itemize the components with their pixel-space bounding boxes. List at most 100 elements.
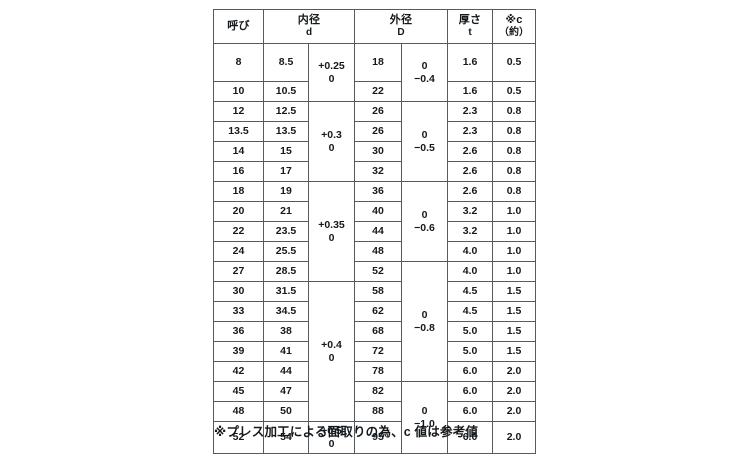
- cell-thickness: 1.6: [447, 81, 493, 102]
- table-row: 45 47 82 0 −1.0 6.0 2.0: [213, 381, 536, 454]
- cell-chamfer: 0.8: [492, 181, 536, 202]
- cell-outer-diameter: 58: [354, 281, 402, 302]
- table-row: 33 34.5 62 4.5 1.5: [213, 301, 536, 322]
- tolerance-upper: +0.35: [318, 219, 345, 232]
- tolerance-lower: 0: [328, 231, 335, 244]
- cell-outer-diameter-tolerance: 0 −0.4: [401, 43, 448, 102]
- header-thickness-sub: t: [468, 27, 472, 39]
- cell-chamfer: 0.8: [492, 161, 536, 182]
- cell-nominal-size: 16: [213, 161, 264, 182]
- header-inner-diameter: 内径 d: [263, 9, 355, 44]
- cell-nominal-size: 10: [213, 81, 264, 102]
- tolerance-lower: 0: [328, 141, 335, 154]
- cell-thickness: 4.0: [447, 261, 493, 282]
- header-outer-diameter-main: 外径: [389, 14, 413, 27]
- header-outer-diameter: 外径 D: [354, 9, 448, 44]
- cell-nominal-size: 48: [213, 401, 264, 422]
- table-row: 20 21 40 3.2 1.0: [213, 201, 536, 222]
- cell-inner-diameter: 31.5: [263, 281, 309, 302]
- cell-chamfer: 1.0: [492, 221, 536, 242]
- cell-inner-diameter-tolerance: +0.4 0: [308, 281, 355, 422]
- cell-inner-diameter: 19: [263, 181, 309, 202]
- cell-outer-diameter: 18: [354, 43, 402, 82]
- cell-outer-diameter: 40: [354, 201, 402, 222]
- cell-outer-diameter: 36: [354, 181, 402, 202]
- cell-nominal-size: 14: [213, 141, 264, 162]
- header-nominal-main: 呼び: [227, 20, 250, 33]
- cell-nominal-size: 20: [213, 201, 264, 222]
- table-row: 39 41 72 5.0 1.5: [213, 341, 536, 362]
- cell-outer-diameter-tolerance: 0 −0.5: [401, 101, 448, 182]
- cell-inner-diameter: 21: [263, 201, 309, 222]
- table-row: 22 23.5 44 3.2 1.0: [213, 221, 536, 242]
- cell-chamfer: 1.5: [492, 321, 536, 342]
- tolerance-lower: −0.4: [414, 72, 435, 85]
- tolerance-lower: 0: [328, 351, 335, 364]
- cell-inner-diameter: 23.5: [263, 221, 309, 242]
- cell-chamfer: 1.0: [492, 241, 536, 262]
- cell-inner-diameter: 28.5: [263, 261, 309, 282]
- cell-chamfer: 1.0: [492, 201, 536, 222]
- cell-nominal-size: 13.5: [213, 121, 264, 142]
- cell-outer-diameter: 72: [354, 341, 402, 362]
- table-row: 48 50 88 6.0 2.0: [213, 401, 536, 422]
- spec-table-container: 呼び 内径 d 外径 D 厚さ t ※c （約） 8 8.5 +0.25 0 18 0 −0.4 1.…: [213, 9, 536, 454]
- cell-chamfer: 2.0: [492, 401, 536, 422]
- cell-thickness: 2.6: [447, 161, 493, 182]
- table-row: 13.5 13.5 26 2.3 0.8: [213, 121, 536, 142]
- cell-chamfer: 0.8: [492, 141, 536, 162]
- cell-thickness: 1.6: [447, 43, 493, 82]
- tolerance-lower: 0: [328, 437, 335, 450]
- tolerance-lower: 0: [328, 72, 335, 85]
- tolerance-upper: 0: [421, 405, 428, 418]
- cell-inner-diameter: 34.5: [263, 301, 309, 322]
- tolerance-lower: −0.8: [414, 321, 435, 334]
- tolerance-lower: −1.0: [414, 417, 435, 430]
- cell-inner-diameter: 38: [263, 321, 309, 342]
- tolerance-lower: −0.6: [414, 221, 435, 234]
- cell-thickness: 5.0: [447, 321, 493, 342]
- cell-inner-diameter: 54: [263, 421, 309, 454]
- cell-inner-diameter: 47: [263, 381, 309, 402]
- table-body: 8 8.5 +0.25 0 18 0 −0.4 1.6 0.5 10 10.5 22 1.6 0.5 12 1…: [213, 43, 536, 454]
- table-row: 36 38 68 5.0 1.5: [213, 321, 536, 342]
- header-outer-diameter-sub: D: [397, 27, 405, 39]
- cell-nominal-size: 22: [213, 221, 264, 242]
- cell-nominal-size: 30: [213, 281, 264, 302]
- header-thickness: 厚さ t: [447, 9, 493, 44]
- cell-chamfer: 2.0: [492, 361, 536, 382]
- cell-chamfer: 0.5: [492, 81, 536, 102]
- cell-thickness: 4.5: [447, 301, 493, 322]
- cell-outer-diameter: 68: [354, 321, 402, 342]
- table-row: 52 54 +0.5 0 95 6.0 2.0: [213, 421, 536, 454]
- cell-nominal-size: 45: [213, 381, 264, 402]
- washer-dimension-table: 呼び 内径 d 外径 D 厚さ t ※c （約） 8 8.5 +0.25 0 18 0 −0.4 1.…: [213, 9, 536, 454]
- tolerance-upper: 0: [421, 129, 428, 142]
- cell-inner-diameter: 10.5: [263, 81, 309, 102]
- table-header: 呼び 内径 d 外径 D 厚さ t ※c （約）: [213, 9, 536, 44]
- cell-inner-diameter: 44: [263, 361, 309, 382]
- cell-chamfer: 0.8: [492, 121, 536, 142]
- cell-inner-diameter-tolerance: +0.3 0: [308, 101, 355, 182]
- tolerance-upper: 0: [421, 209, 428, 222]
- cell-inner-diameter-tolerance: +0.35 0: [308, 181, 355, 282]
- table-row: 18 19 +0.35 0 36 0 −0.6 2.6 0.8: [213, 181, 536, 282]
- tolerance-upper: +0.5: [321, 425, 342, 438]
- cell-outer-diameter: 22: [354, 81, 402, 102]
- table-row: 10 10.5 22 1.6 0.5: [213, 81, 536, 102]
- cell-outer-diameter: 78: [354, 361, 402, 382]
- header-chamfer-sub: （約）: [499, 27, 529, 39]
- header-inner-diameter-sub: d: [305, 27, 313, 39]
- cell-thickness: 3.2: [447, 201, 493, 222]
- cell-nominal-size: 24: [213, 241, 264, 262]
- cell-thickness: 6.0: [447, 401, 493, 422]
- cell-nominal-size: 42: [213, 361, 264, 382]
- cell-inner-diameter: 12.5: [263, 101, 309, 122]
- cell-outer-diameter: 30: [354, 141, 402, 162]
- header-nominal: 呼び: [213, 9, 264, 44]
- header-chamfer-main: ※c: [505, 14, 523, 27]
- cell-chamfer: 1.5: [492, 301, 536, 322]
- cell-outer-diameter-tolerance: 0 −0.8: [401, 261, 448, 382]
- header-inner-diameter-main: 内径: [297, 14, 321, 27]
- tolerance-upper: +0.4: [321, 339, 342, 352]
